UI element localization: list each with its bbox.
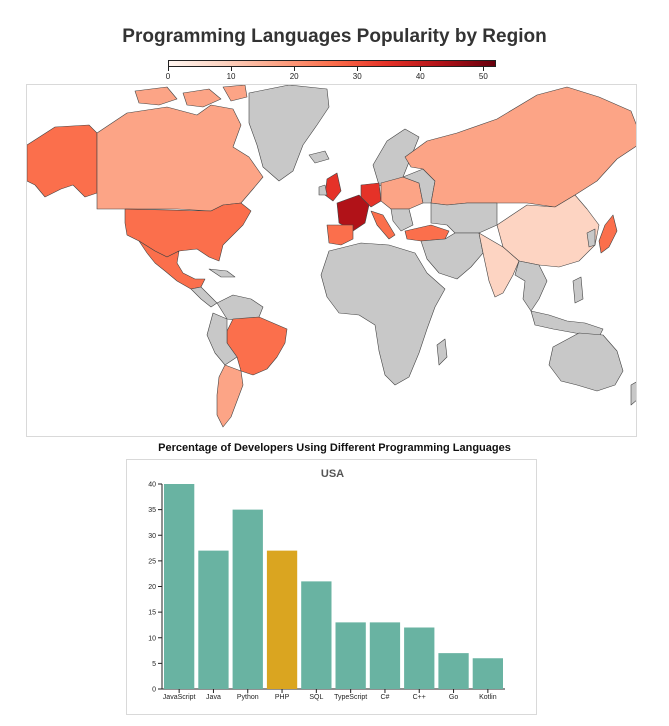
country-germany[interactable] — [360, 182, 382, 208]
bar-python[interactable] — [232, 509, 263, 689]
x-tick-label: Python — [237, 694, 259, 701]
region-central-asia[interactable] — [430, 202, 498, 234]
y-tick-label: 5 — [152, 661, 156, 668]
legend-tick — [420, 67, 422, 71]
country-france[interactable] — [336, 194, 370, 232]
x-tick-label: SQL — [309, 694, 323, 701]
bar-go[interactable] — [438, 653, 469, 689]
y-tick-label: 30 — [148, 533, 156, 540]
country-iceland[interactable] — [308, 150, 330, 164]
legend-tick-label: 10 — [226, 72, 236, 81]
y-tick-label: 40 — [148, 482, 156, 489]
country-italy[interactable] — [370, 210, 396, 240]
country-india[interactable] — [478, 232, 520, 298]
country-indonesia[interactable] — [530, 310, 604, 338]
country-usa[interactable] — [124, 202, 252, 262]
x-tick-label: PHP — [275, 694, 290, 701]
bar-kotlin[interactable] — [472, 658, 503, 689]
country-new-zealand[interactable] — [630, 381, 637, 406]
world-map-svg — [27, 85, 637, 428]
bar-javascript[interactable] — [164, 484, 195, 689]
bar-chart-svg: 0 5 10 15 20 25 30 35 40 JavaScript Java Python PHP S… — [148, 482, 505, 701]
x-tick-label: C++ — [413, 694, 426, 701]
legend-tick — [231, 67, 233, 71]
legend-tick-label: 0 — [165, 72, 171, 81]
color-legend: 0 10 20 30 40 50 — [165, 60, 496, 83]
x-tick-label: TypeScript — [334, 694, 367, 701]
country-spain[interactable] — [326, 224, 354, 246]
y-tick-label: 0 — [152, 687, 156, 694]
bar-php[interactable] — [266, 550, 298, 689]
bar-c-[interactable] — [369, 622, 401, 689]
bar-chart-panel: USA 0 5 10 15 20 25 30 35 40 JavaScript Java Python… — [126, 459, 537, 715]
region-west-south-america[interactable] — [206, 312, 238, 366]
legend-tick-label: 40 — [415, 72, 425, 81]
country-russia[interactable] — [404, 86, 637, 208]
y-tick-label: 20 — [148, 584, 156, 591]
region-balkans[interactable] — [390, 208, 414, 232]
region-middle-east[interactable] — [420, 232, 484, 280]
country-canada[interactable] — [96, 104, 264, 212]
x-tick-label: Go — [449, 694, 458, 701]
country-turkey[interactable] — [404, 224, 450, 242]
y-tick-label: 10 — [148, 635, 156, 642]
country-argentina[interactable] — [216, 364, 244, 428]
country-philippines[interactable] — [572, 276, 584, 304]
bar-chart-title: USA — [320, 468, 345, 480]
region-southeast-asia[interactable] — [514, 260, 548, 312]
country-ireland[interactable] — [318, 184, 328, 196]
country-japan[interactable] — [598, 214, 618, 254]
bar-typescript[interactable] — [335, 622, 366, 689]
country-canada-islands[interactable] — [134, 85, 248, 108]
bar-java[interactable] — [198, 550, 229, 689]
legend-tick — [294, 67, 296, 71]
page-title: Programming Languages Popularity by Regi… — [122, 26, 547, 47]
legend-gradient-bar — [168, 60, 496, 67]
chart-subtitle: Percentage of Developers Using Different… — [158, 442, 511, 454]
legend-tick — [357, 67, 359, 71]
country-brazil[interactable] — [226, 316, 288, 376]
legend-ticks: 0 10 20 30 40 50 — [165, 67, 496, 83]
country-usa-alaska[interactable] — [27, 124, 98, 198]
bar-sql[interactable] — [301, 581, 332, 689]
world-map[interactable] — [26, 84, 637, 437]
country-madagascar[interactable] — [436, 338, 448, 366]
country-greenland[interactable] — [248, 85, 330, 182]
y-tick-label: 25 — [148, 558, 156, 565]
region-north-south-america[interactable] — [216, 294, 264, 322]
legend-tick-label: 20 — [289, 72, 299, 81]
region-africa[interactable] — [320, 242, 446, 386]
legend-tick — [168, 67, 169, 71]
country-mexico[interactable] — [138, 240, 206, 290]
x-tick-label: Kotlin — [479, 694, 497, 701]
x-tick-label: JavaScript — [163, 694, 196, 701]
country-uk[interactable] — [324, 172, 342, 202]
country-australia[interactable] — [548, 332, 624, 392]
y-tick-label: 35 — [148, 507, 156, 514]
bar-c-[interactable] — [404, 627, 435, 690]
legend-tick-label: 30 — [352, 72, 362, 81]
y-tick-label: 15 — [148, 610, 156, 617]
x-tick-label: Java — [206, 694, 221, 701]
legend-tick — [483, 67, 485, 71]
legend-tick-label: 50 — [478, 72, 488, 81]
x-tick-label: C# — [380, 694, 389, 701]
country-korea[interactable] — [586, 228, 596, 248]
